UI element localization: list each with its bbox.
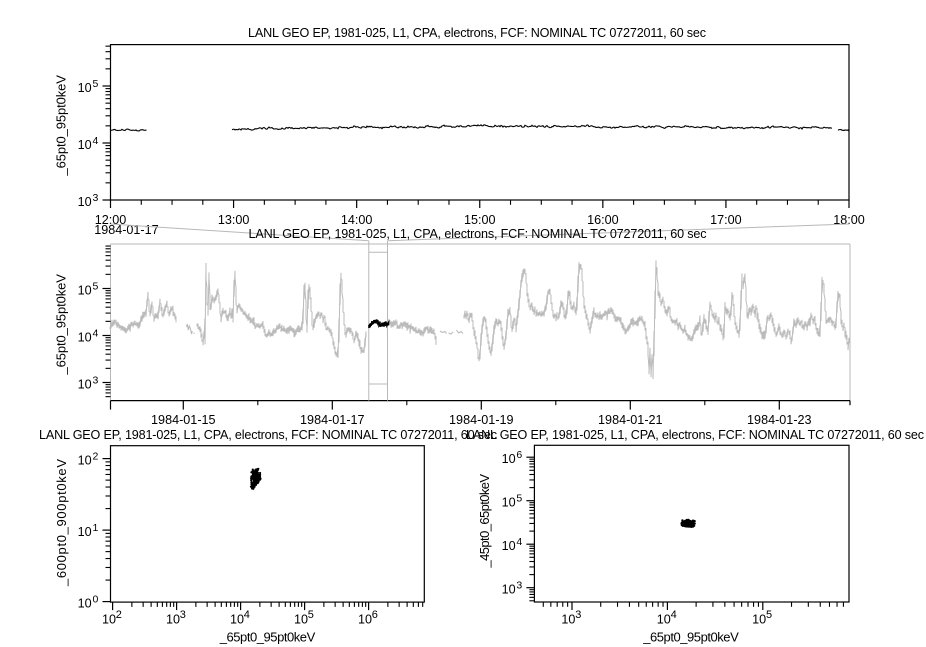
svg-text:10: 10 bbox=[78, 378, 92, 392]
svg-text:3: 3 bbox=[92, 192, 98, 204]
svg-text:4: 4 bbox=[516, 536, 522, 548]
svg-text:10: 10 bbox=[294, 613, 308, 627]
svg-text:1984-01-19: 1984-01-19 bbox=[449, 413, 514, 427]
svg-text:3: 3 bbox=[92, 374, 98, 386]
svg-text:LANL GEO EP, 1981-025, L1, CPA: LANL GEO EP, 1981-025, L1, CPA, electron… bbox=[249, 227, 707, 241]
svg-text:10: 10 bbox=[752, 613, 766, 627]
svg-text:18:00: 18:00 bbox=[833, 213, 865, 227]
svg-text:4: 4 bbox=[92, 327, 98, 339]
svg-text:10: 10 bbox=[166, 613, 180, 627]
svg-text:13:00: 13:00 bbox=[218, 213, 250, 227]
svg-text:10: 10 bbox=[78, 454, 92, 468]
svg-text:10: 10 bbox=[78, 284, 92, 298]
svg-text:1984-01-23: 1984-01-23 bbox=[747, 413, 812, 427]
svg-text:5: 5 bbox=[516, 493, 522, 505]
svg-text:10: 10 bbox=[78, 138, 92, 152]
svg-text:5: 5 bbox=[92, 78, 98, 90]
svg-text:4: 4 bbox=[671, 609, 677, 621]
svg-text:10: 10 bbox=[502, 452, 516, 466]
svg-text:10: 10 bbox=[78, 525, 92, 539]
svg-text:3: 3 bbox=[575, 609, 581, 621]
svg-text:10: 10 bbox=[230, 613, 244, 627]
svg-text:10: 10 bbox=[78, 195, 92, 209]
svg-text:10: 10 bbox=[502, 539, 516, 553]
svg-text:4: 4 bbox=[92, 135, 98, 147]
svg-text:10: 10 bbox=[657, 613, 671, 627]
svg-text:5: 5 bbox=[92, 280, 98, 292]
svg-text:10: 10 bbox=[78, 597, 92, 611]
svg-text:_65pt0_95pt0keV: _65pt0_95pt0keV bbox=[642, 630, 739, 645]
svg-text:_65pt0_95pt0keV: _65pt0_95pt0keV bbox=[219, 630, 316, 645]
svg-text:1: 1 bbox=[92, 522, 98, 534]
svg-text:5: 5 bbox=[766, 609, 772, 621]
svg-text:6: 6 bbox=[516, 449, 522, 461]
svg-text:10: 10 bbox=[561, 613, 575, 627]
svg-text:3: 3 bbox=[516, 580, 522, 592]
svg-text:12:00: 12:00 bbox=[95, 213, 127, 227]
svg-text:LANL GEO EP, 1981-025, L1, CPA: LANL GEO EP, 1981-025, L1, CPA, electron… bbox=[39, 428, 497, 442]
svg-text:6: 6 bbox=[372, 609, 378, 621]
svg-text:5: 5 bbox=[308, 609, 314, 621]
svg-text:_65pt0_95pt0keV: _65pt0_95pt0keV bbox=[54, 75, 69, 177]
svg-text:4: 4 bbox=[244, 609, 250, 621]
svg-text:16:00: 16:00 bbox=[587, 213, 619, 227]
svg-text:15:00: 15:00 bbox=[464, 213, 496, 227]
svg-text:_45pt0_65pt0keV: _45pt0_65pt0keV bbox=[477, 474, 492, 569]
svg-text:2: 2 bbox=[92, 450, 98, 462]
svg-text:2: 2 bbox=[116, 609, 122, 621]
svg-text:10: 10 bbox=[102, 613, 116, 627]
svg-text:1984-01-15: 1984-01-15 bbox=[151, 413, 216, 427]
svg-text:17:00: 17:00 bbox=[710, 213, 742, 227]
svg-text:10: 10 bbox=[502, 583, 516, 597]
svg-text:14:00: 14:00 bbox=[341, 213, 373, 227]
svg-text:LANL GEO EP, 1981-025, L1, CPA: LANL GEO EP, 1981-025, L1, CPA, electron… bbox=[248, 26, 706, 40]
svg-text:10: 10 bbox=[358, 613, 372, 627]
svg-text:_65pt0_95pt0keV: _65pt0_95pt0keV bbox=[54, 274, 69, 376]
svg-text:1984-01-17: 1984-01-17 bbox=[300, 413, 365, 427]
svg-text:10: 10 bbox=[78, 331, 92, 345]
svg-text:1984-01-21: 1984-01-21 bbox=[598, 413, 663, 427]
svg-text:3: 3 bbox=[180, 609, 186, 621]
svg-text:0: 0 bbox=[92, 593, 98, 605]
svg-text:10: 10 bbox=[502, 496, 516, 510]
svg-text:10: 10 bbox=[78, 81, 92, 95]
svg-text:_600pt0_900pt0keV: _600pt0_900pt0keV bbox=[54, 459, 69, 587]
svg-text:LANL GEO EP, 1981-025, L1, CPA: LANL GEO EP, 1981-025, L1, CPA, electron… bbox=[466, 428, 924, 442]
